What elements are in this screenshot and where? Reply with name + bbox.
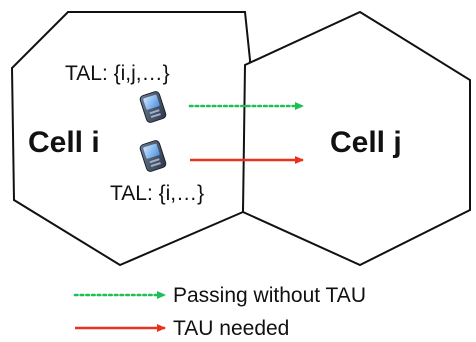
cell-i-hexagon bbox=[10, 11, 252, 267]
legend-tau-label: TAU needed bbox=[173, 317, 289, 340]
legend-passing-label: Passing without TAU bbox=[173, 284, 366, 307]
mobile-phone-icon bbox=[139, 91, 167, 123]
device-tal-label: TAL: {i,…} bbox=[110, 182, 204, 205]
cell-j-label: Cell j bbox=[330, 126, 402, 159]
cell-i-tal-label: TAL: {i,j,…} bbox=[65, 62, 170, 85]
cell-i-label: Cell i bbox=[28, 126, 100, 159]
mobile-phone-icon bbox=[139, 140, 167, 172]
cell-j-hexagon bbox=[241, 10, 471, 267]
